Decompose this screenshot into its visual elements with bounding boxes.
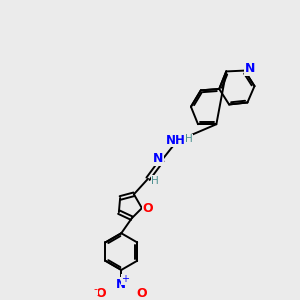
Text: +: + [122,274,130,284]
Text: O: O [136,287,147,300]
Text: N: N [245,62,255,75]
Text: O: O [142,202,153,214]
Text: N: N [116,278,126,291]
Text: H: H [185,134,193,144]
Text: N: N [153,152,164,165]
Text: NH: NH [166,134,186,147]
Text: H: H [151,176,159,186]
Text: -: - [93,284,97,294]
Text: O: O [96,287,106,300]
